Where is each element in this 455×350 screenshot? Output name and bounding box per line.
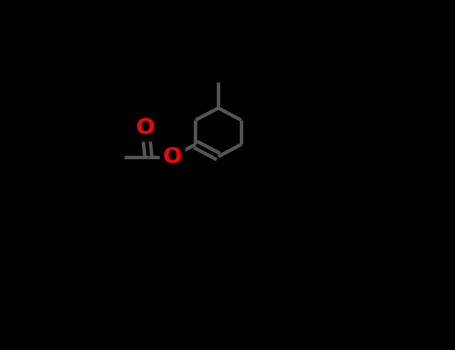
Text: O: O (136, 118, 155, 138)
Text: O: O (163, 147, 182, 167)
